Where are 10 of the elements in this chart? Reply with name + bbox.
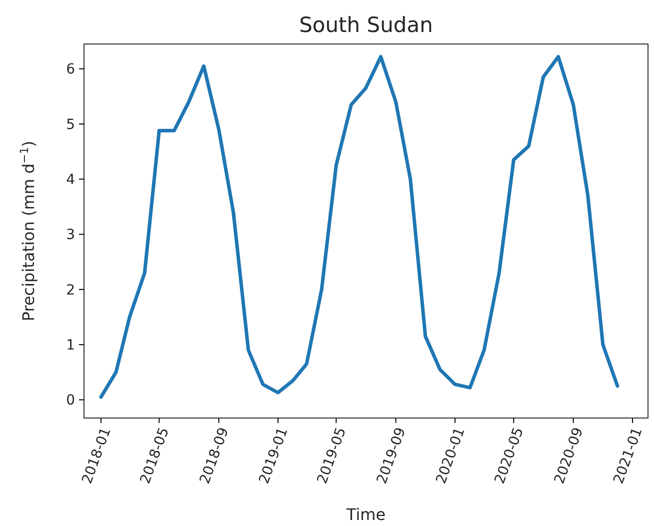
y-tick-label: 4 — [66, 172, 76, 188]
y-tick-label: 1 — [66, 338, 75, 354]
x-axis-title: Time — [345, 505, 386, 524]
y-tick-label: 0 — [66, 392, 75, 409]
y-tick-label: 5 — [66, 116, 75, 133]
y-tick-label: 3 — [66, 227, 75, 244]
chart-title: South Sudan — [299, 13, 433, 37]
line-series — [99, 54, 620, 399]
y-tick-label: 6 — [66, 62, 76, 78]
y-tick-label: 2 — [66, 282, 75, 298]
